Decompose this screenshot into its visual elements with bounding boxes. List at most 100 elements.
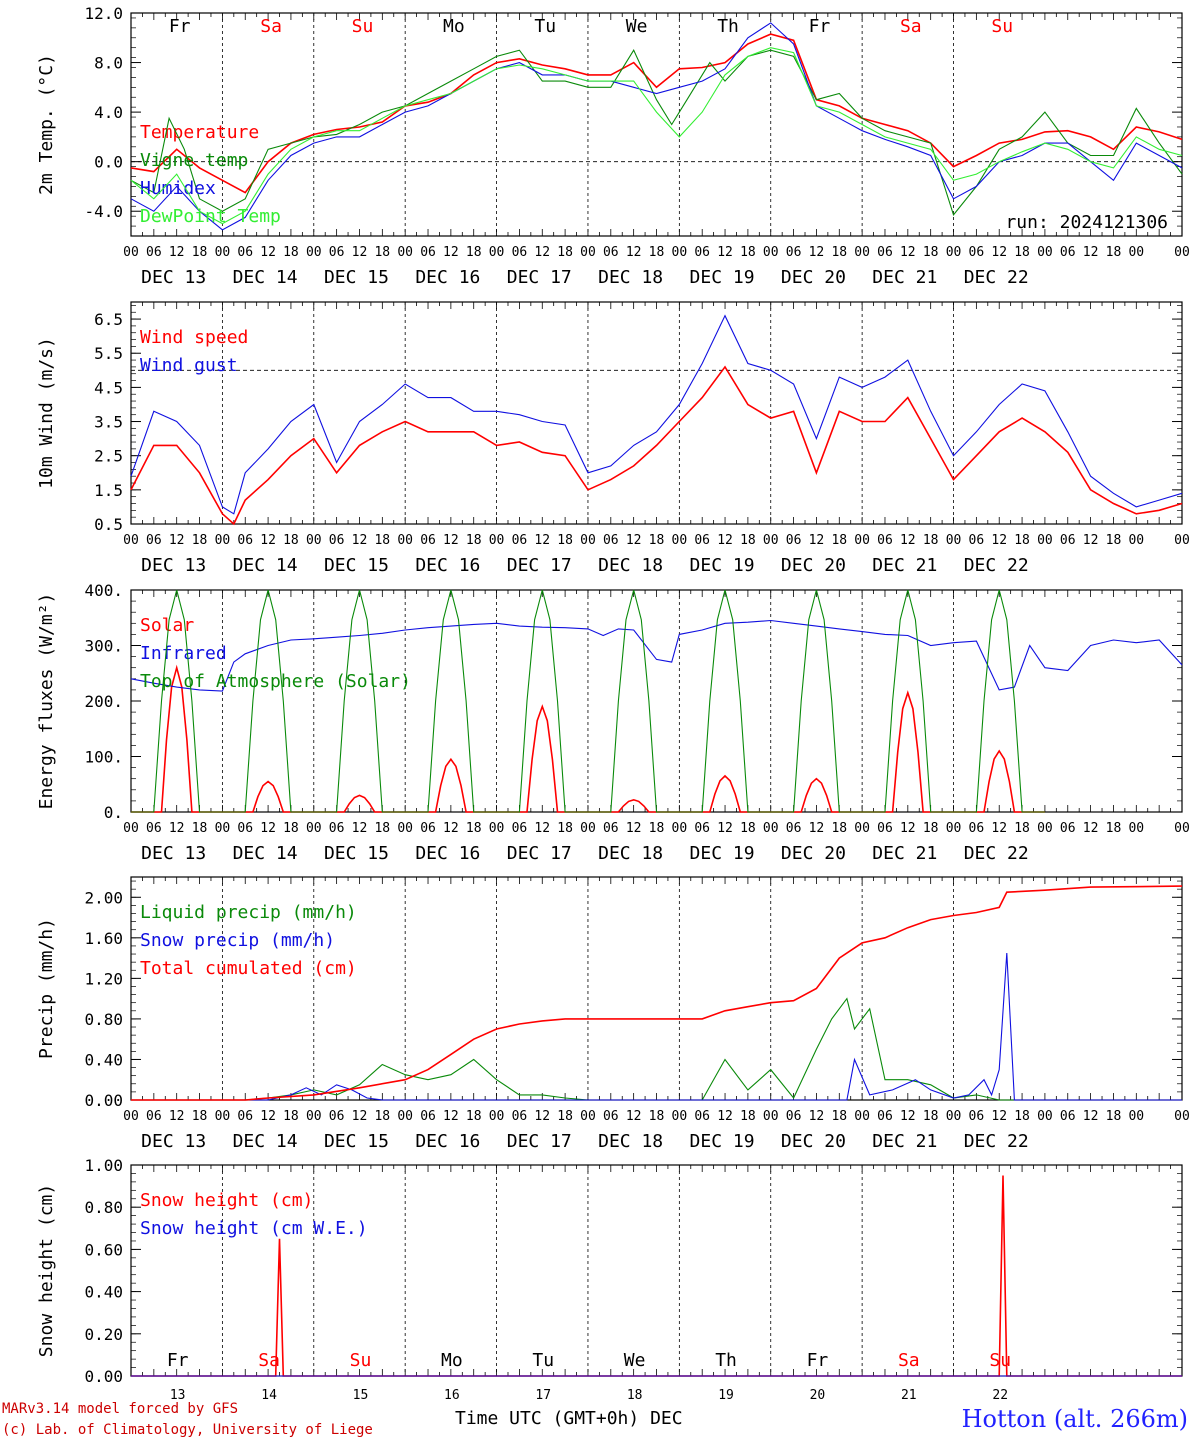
x-hour-tick-label: 06 [786,1109,802,1124]
station-label: Hotton (alt. 266m) [962,1405,1188,1433]
x-hour-tick-label: 00 [1128,821,1144,836]
weekday-label: Sa [260,16,282,37]
y-tick-label: 1.20 [84,969,123,988]
x-hour-tick-label: 18 [1014,245,1030,260]
x-hour-tick-label: 18 [466,1109,482,1124]
x-hour-tick-label: 12 [534,245,550,260]
x-hour-tick-label: 00 [397,1109,413,1124]
x-hour-tick-label: 00 [580,245,596,260]
y-tick-label: 2.5 [94,447,123,466]
legend-entry: Snow height (cm) [140,1190,313,1211]
date-label: DEC 21 [872,1131,937,1152]
x-hour-tick-label: 00 [580,1109,596,1124]
x-hour-tick-label: 18 [923,1109,939,1124]
date-label: DEC 17 [507,843,572,864]
x-hour-tick-label: 18 [1014,533,1030,548]
x-hour-tick-label: 00 [397,245,413,260]
date-label: DEC 13 [141,267,206,288]
y-tick-label: 0.40 [84,1283,123,1302]
date-label: DEC 20 [781,267,846,288]
x-hour-tick-label: 00 [306,245,322,260]
date-label: DEC 17 [507,267,572,288]
date-label: DEC 19 [690,843,755,864]
x-hour-tick-label: 06 [694,533,710,548]
x-hour-tick-label: 00 [946,245,962,260]
y-axis-title: Precip (mm/h) [36,918,57,1059]
x-hour-tick-label: 00 [763,1109,779,1124]
x-hour-tick-label: 12 [900,821,916,836]
weekday-label: Fr [809,16,831,37]
x-hour-tick-label: 06 [969,821,985,836]
date-label: DEC 15 [324,267,389,288]
weekday-label: We [626,16,648,37]
x-hour-tick-label: 18 [649,533,665,548]
x-hour-tick-label: 12 [443,1109,459,1124]
y-tick-label: 5.5 [94,344,123,363]
y-tick-label: 0.60 [84,1240,123,1259]
x-hour-tick-label: 00 [854,821,870,836]
energy-panel: 400. 300. 200. 100. 0. Energy fluxes (W/m²) So… [36,581,1190,864]
x-hour-tick-label: 06 [1060,1109,1076,1124]
x-hour-tick-label: 06 [512,1109,528,1124]
x-hour-tick-label: 18 [831,821,847,836]
date-label: DEC 22 [964,267,1029,288]
series-line-infrared [130,619,1183,692]
x-hour-tick-label: 06 [786,245,802,260]
x-hour-tick-label: 06 [146,533,162,548]
weekday-label: Su [991,16,1013,37]
x-hour-tick-label: 18 [649,1109,665,1124]
x-hour-tick-label: 12 [991,1109,1007,1124]
x-hour-tick-label: 18 [283,821,299,836]
x-hour-tick-label: 18 [831,1109,847,1124]
x-hour-tick-label: 06 [420,245,436,260]
x-hour-tick-label: 18 [192,245,208,260]
x-hour-tick-label: 00 [854,245,870,260]
weekday-label: Sa [898,1350,920,1371]
y-tick-label: 4.5 [94,378,123,397]
x-hour-tick-label: 18 [740,245,756,260]
x-hour-tick-label: 00 [763,533,779,548]
x-hour-tick-label: 18 [1106,533,1122,548]
date-label: DEC 14 [233,555,298,576]
x-hour-tick-label: 12 [626,533,642,548]
day-number-label: 21 [901,1388,917,1403]
date-label: DEC 18 [598,267,663,288]
weekday-label: Su [352,16,374,37]
credit-model: MARv3.14 model forced by GFS [2,1401,238,1417]
date-label: DEC 22 [964,843,1029,864]
x-hour-tick-label: 12 [352,1109,368,1124]
x-hour-tick-label: 06 [237,1109,253,1124]
x-axis-title: Time UTC (GMT+0h) DEC [455,1408,683,1429]
x-hour-tick-label: 00 [306,1109,322,1124]
series-line-total-cumulated-cm [131,885,1183,1101]
weekday-label: Sa [258,1350,280,1371]
x-hour-tick-label: 18 [374,821,390,836]
x-hour-tick-label: 12 [169,821,185,836]
weekday-label: Th [717,16,739,37]
x-hour-tick-label: 06 [969,1109,985,1124]
x-hour-tick-label: 06 [603,1109,619,1124]
x-hour-tick-label: 12 [534,1109,550,1124]
x-hour-tick-label: 06 [877,821,893,836]
date-label: DEC 20 [781,1131,846,1152]
y-tick-label: 0.5 [94,515,123,534]
y-tick-label: 4.0 [94,103,123,122]
x-hour-tick-label: 12 [991,245,1007,260]
x-hour-tick-label: 06 [877,533,893,548]
series-line-dewpoint-temp [130,47,1183,225]
weekday-label: Fr [167,1350,189,1371]
weekday-label: Su [989,1350,1011,1371]
x-hour-tick-label: 18 [740,821,756,836]
x-hour-tick-label: 00 [489,533,505,548]
weekday-label: Th [715,1350,737,1371]
y-tick-label: 0.00 [84,1091,123,1110]
legend-entry: Wind speed [140,327,248,348]
x-hour-tick-label: 06 [237,245,253,260]
weekday-label: Tu [534,16,556,37]
x-hour-tick-label: 12 [900,533,916,548]
x-hour-tick-label: 12 [1083,533,1099,548]
date-label: DEC 14 [233,1131,298,1152]
x-hour-tick-label: 06 [420,533,436,548]
legend-entry: Liquid precip (mm/h) [140,902,357,923]
y-tick-label: 2.00 [84,888,123,907]
